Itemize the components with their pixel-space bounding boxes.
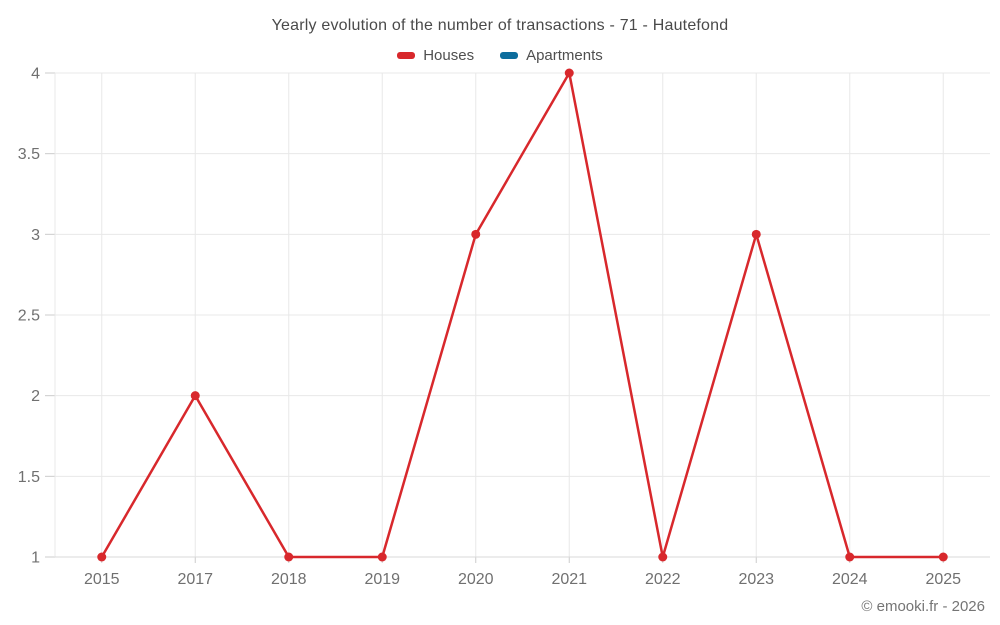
x-axis-label: 2018 bbox=[271, 571, 307, 588]
chart-legend: Houses Apartments bbox=[0, 47, 1000, 64]
data-point-houses-2015[interactable] bbox=[97, 552, 107, 562]
houses-legend-swatch-icon bbox=[397, 52, 416, 59]
x-axis-label: 2015 bbox=[84, 571, 120, 588]
series-line-houses bbox=[100, 71, 945, 559]
x-axis-label: 2020 bbox=[458, 571, 494, 588]
x-axis-label: 2025 bbox=[925, 571, 961, 588]
data-point-houses-2024[interactable] bbox=[845, 552, 855, 562]
x-axis-label: 2023 bbox=[738, 571, 774, 588]
data-point-houses-2019[interactable] bbox=[377, 552, 387, 562]
data-point-houses-2017[interactable] bbox=[190, 391, 200, 401]
chart-title: Yearly evolution of the number of transa… bbox=[271, 17, 729, 34]
x-axis-label: 2021 bbox=[551, 571, 587, 588]
data-point-houses-2025[interactable] bbox=[938, 552, 948, 562]
y-axis-label: 2 bbox=[31, 388, 40, 405]
x-axis-label: 2017 bbox=[177, 571, 213, 588]
data-point-houses-2023[interactable] bbox=[751, 229, 761, 239]
apartments-legend-swatch-icon bbox=[500, 52, 519, 59]
data-point-houses-2022[interactable] bbox=[658, 552, 668, 562]
y-axis-label: 3.5 bbox=[18, 146, 40, 163]
y-axis-label: 3 bbox=[31, 227, 40, 244]
legend-item-apartments[interactable]: Apartments bbox=[500, 47, 603, 64]
y-axis-label: 1 bbox=[31, 550, 40, 567]
x-axis-label: 2019 bbox=[364, 571, 400, 588]
credit-text: © emooki.fr - 2026 bbox=[861, 598, 985, 615]
y-axis-label: 2.5 bbox=[18, 308, 40, 325]
apartments-legend-label: Apartments bbox=[526, 47, 603, 64]
y-axis-label: 1.5 bbox=[18, 469, 40, 486]
y-axis-label: 4 bbox=[31, 66, 40, 83]
data-point-houses-2021[interactable] bbox=[564, 68, 574, 78]
data-point-houses-2018[interactable] bbox=[284, 552, 294, 562]
data-point-houses-2020[interactable] bbox=[471, 229, 481, 239]
houses-legend-label: Houses bbox=[423, 47, 475, 64]
x-axis-label: 2024 bbox=[832, 571, 868, 588]
x-axis-label: 2022 bbox=[645, 571, 681, 588]
legend-item-houses[interactable]: Houses bbox=[397, 47, 474, 64]
